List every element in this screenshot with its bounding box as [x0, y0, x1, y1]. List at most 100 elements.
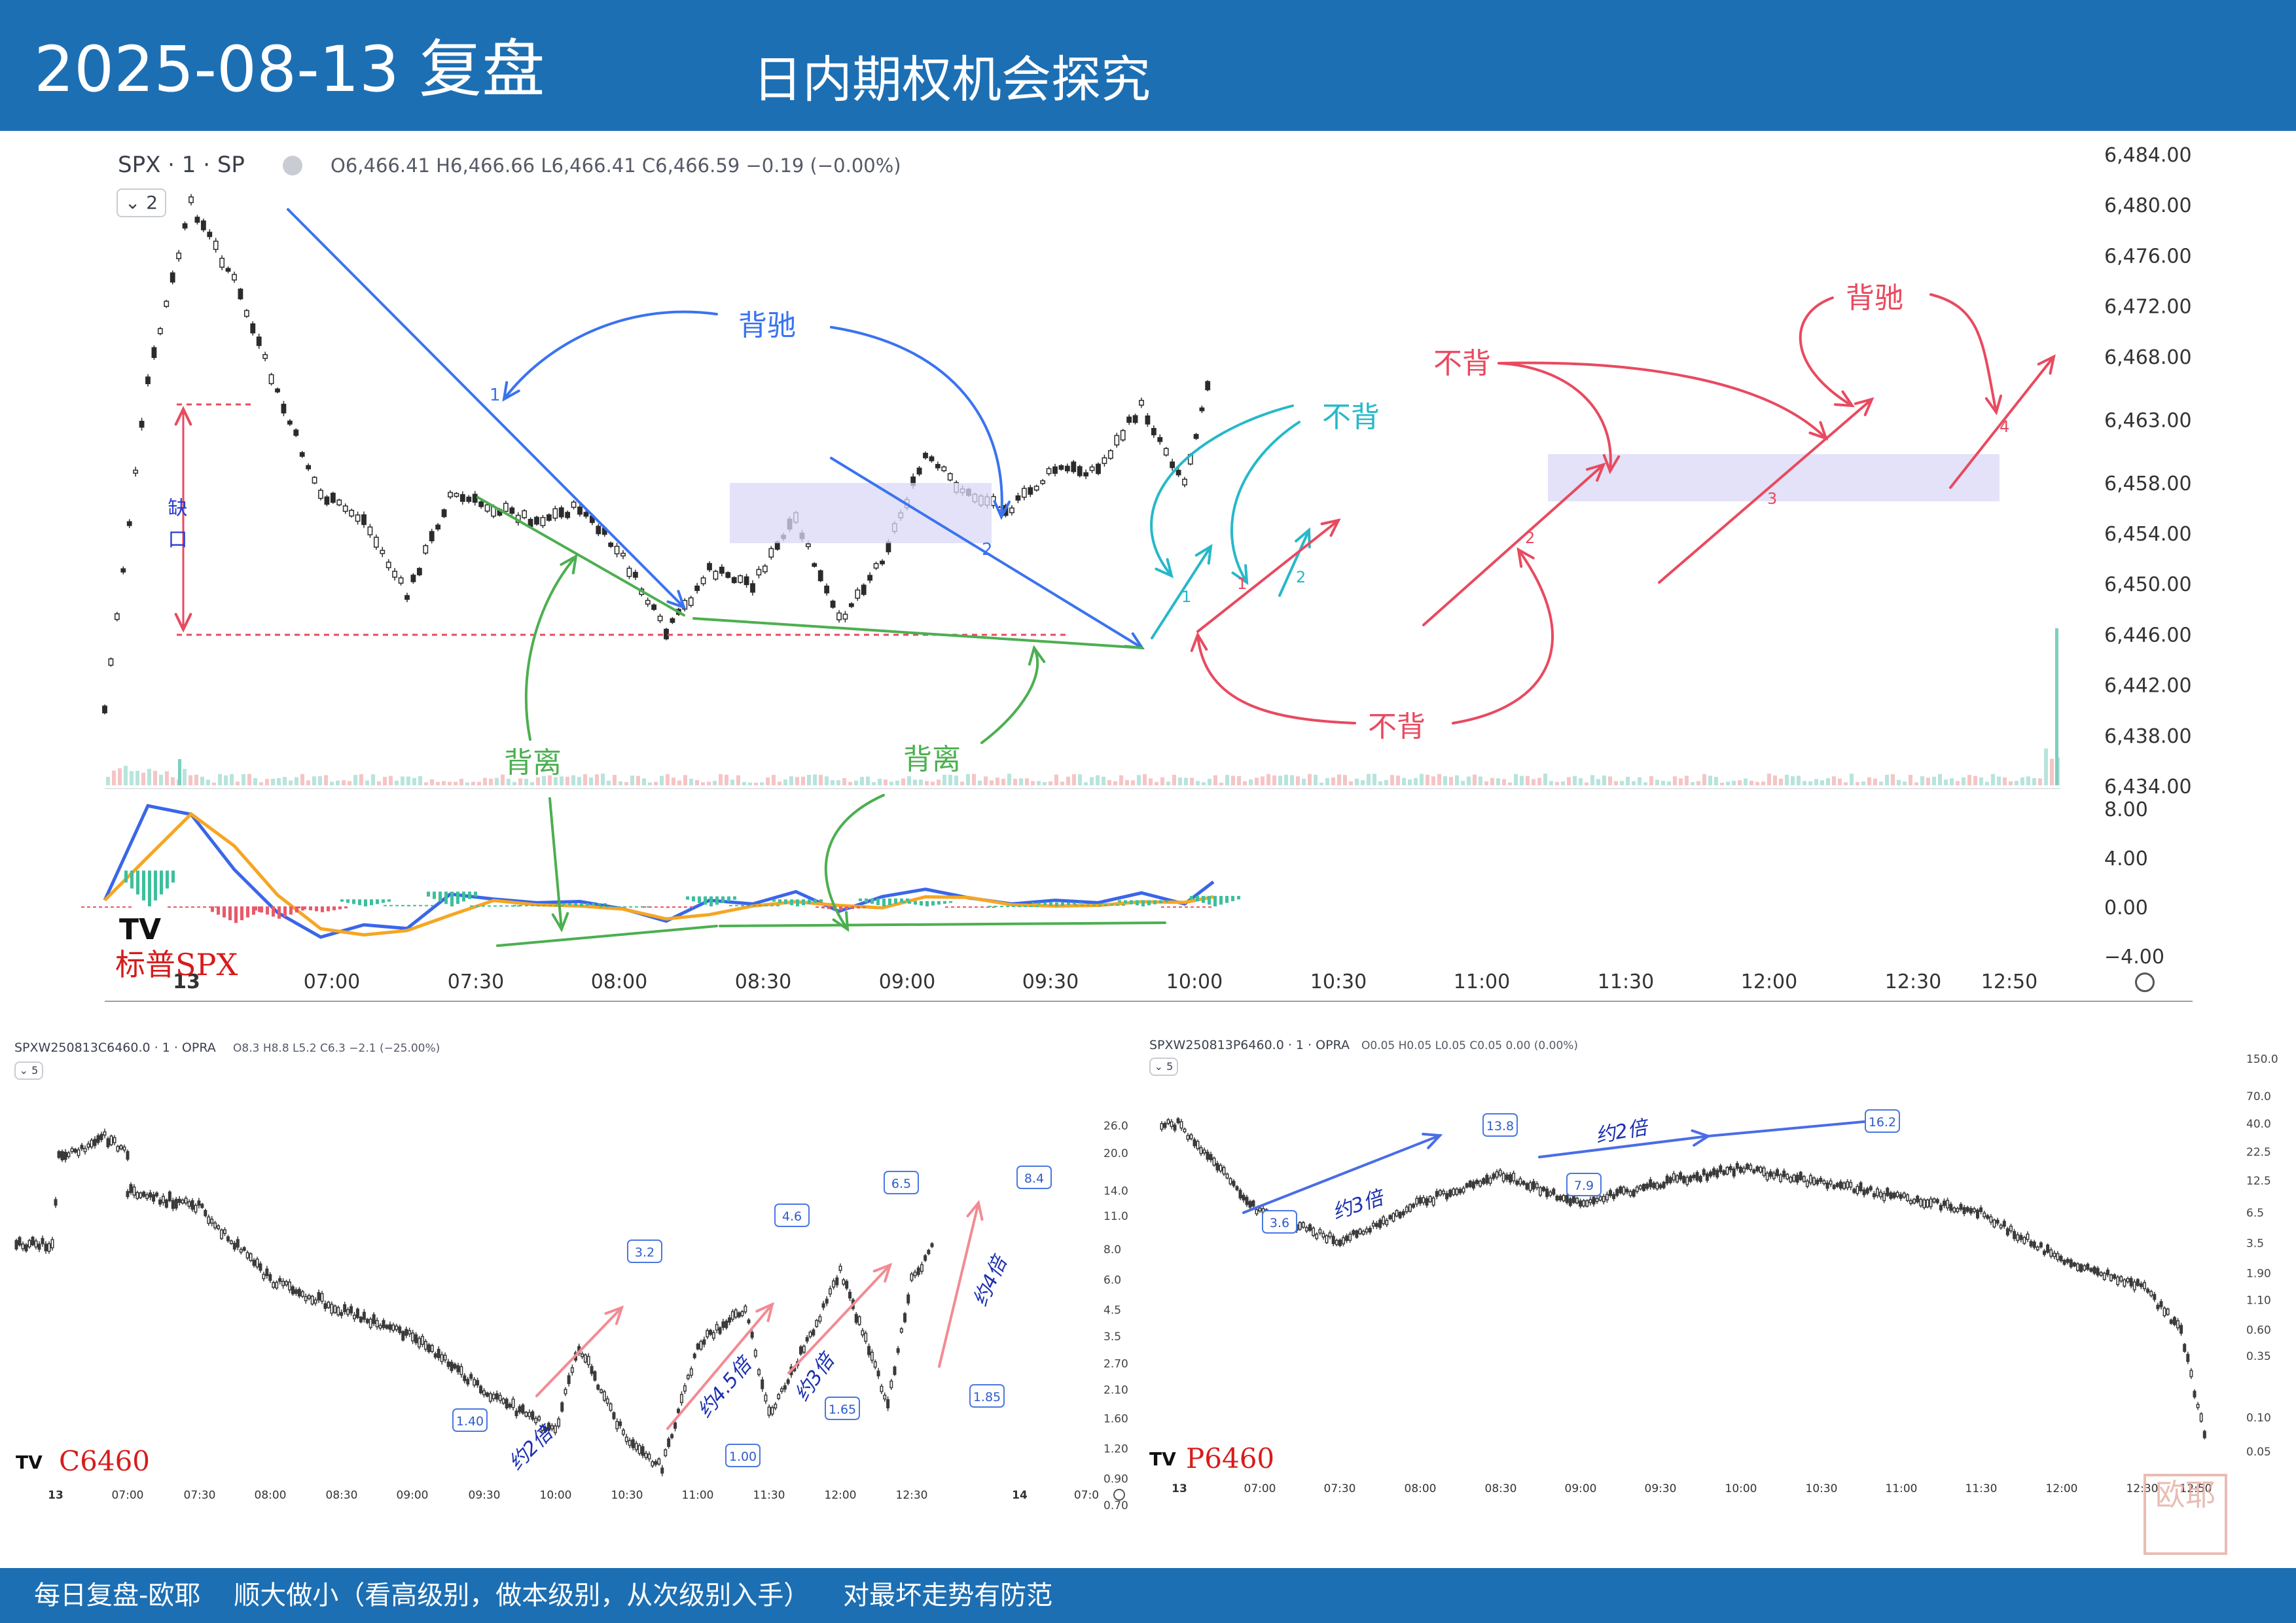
put-candle-body [1558, 1196, 1562, 1201]
call-candle-body [740, 1311, 744, 1317]
footer-text: 每日复盘-欧耶 顺大做小（看高级别，做本级别，从次级别入手） 对最坏走势有防范 [34, 1580, 1053, 1611]
spx-candle-body [459, 494, 465, 502]
call-move-arrow [666, 1303, 774, 1430]
call-candle-body [96, 1135, 100, 1143]
put-candle-body [2046, 1244, 2050, 1253]
put-candle-body [1738, 1166, 1742, 1173]
macd-hist-bar [931, 901, 935, 906]
put-price-tick: 150.0 [2246, 1053, 2278, 1066]
volume-bar [860, 777, 864, 785]
main-symbol[interactable]: SPX · 1 · SP [118, 152, 245, 178]
spx-candle-body [1096, 463, 1101, 474]
volume-bar [2009, 781, 2013, 785]
call-candle-body [711, 1332, 715, 1339]
volume-bar [106, 777, 110, 785]
call-price-tick: 4.5 [1103, 1304, 1121, 1317]
volume-bar [1549, 781, 1553, 785]
put-price-tick: 6.5 [2246, 1207, 2264, 1220]
macd-dea-line [103, 812, 1214, 937]
volume-bar [707, 781, 711, 785]
spx-candle-body [608, 543, 614, 547]
put-candle-body [1173, 1124, 1177, 1131]
volume-bar [1720, 782, 1724, 785]
put-price-tick: 3.5 [2246, 1238, 2264, 1251]
spx-candle-body [1163, 448, 1169, 456]
volume-bar [271, 779, 275, 785]
put-candle-body [2026, 1234, 2030, 1240]
call-candle-body [314, 1299, 317, 1304]
header-date: 2025-08-13 复盘 [34, 33, 545, 106]
put-candle-body [1916, 1196, 1920, 1203]
macd-hist-bar [1075, 904, 1078, 906]
bubei-cyan-label: 不背 [1322, 401, 1380, 434]
macd-hist-bar [217, 906, 220, 915]
volume-bar [1679, 778, 1683, 785]
green-line-price-2 [692, 617, 1143, 649]
volume-bar [1761, 781, 1765, 785]
call-symbol[interactable]: SPXW250813C6460.0 · 1 · OPRA [14, 1041, 216, 1055]
time-tick-label: 10:00 [1166, 971, 1223, 993]
call-candle-body [368, 1318, 372, 1329]
spx-candle-body [336, 499, 342, 506]
put-candle-body [1632, 1189, 1636, 1197]
put-price-tag-label: 16.2 [1869, 1115, 1896, 1130]
call-collapse-badge[interactable]: ⌄ 5 [14, 1061, 43, 1080]
put-candle-body [1956, 1207, 1960, 1213]
call-candle-body [505, 1399, 509, 1409]
macd-hist-bar [1012, 906, 1015, 908]
put-candle-body [1999, 1224, 2003, 1229]
macd-hist-bar [499, 905, 503, 907]
macd-hist-bar [254, 906, 257, 911]
call-candle-body [245, 1252, 249, 1258]
call-candle-body [492, 1394, 495, 1400]
put-candle-body [1225, 1173, 1229, 1179]
spx-candle-body [577, 507, 583, 515]
volume-bar [1426, 774, 1429, 785]
put-candle-body [1176, 1118, 1180, 1124]
spx-candle-body [256, 336, 262, 346]
call-candle-body [430, 1345, 434, 1352]
volume-bar [147, 768, 151, 785]
volume-bar [648, 782, 652, 785]
spx-candle-body [416, 567, 422, 576]
call-candle-body [815, 1319, 819, 1327]
put-candle-body [2062, 1260, 2066, 1265]
macd-hist-bar [888, 898, 891, 905]
volume-bar [247, 774, 251, 785]
put-symbol[interactable]: SPXW250813P6460.0 · 1 · OPRA [1149, 1038, 1350, 1052]
put-candle-body [1535, 1183, 1539, 1188]
put-candle-body [1719, 1165, 1723, 1173]
volume-bar [406, 776, 410, 785]
call-candle-body [139, 1192, 143, 1198]
put-candle-body [2193, 1391, 2197, 1398]
put-collapse-badge[interactable]: ⌄ 5 [1149, 1058, 1178, 1076]
main-collapse-badge[interactable]: ⌄ 2 [117, 188, 166, 217]
volume-bar [1832, 776, 1836, 785]
volume-bar [1867, 777, 1871, 785]
put-candle-body [2116, 1276, 2120, 1285]
volume-bar [589, 777, 593, 785]
volume-bar [1808, 781, 1812, 785]
call-candle-body [404, 1329, 408, 1336]
volume-bar [1243, 781, 1247, 785]
volume-bar [459, 779, 463, 785]
macd-hist-bar [586, 903, 589, 906]
call-candle-body [427, 1344, 431, 1353]
call-candle-body [362, 1311, 366, 1320]
spx-candle-body [373, 537, 379, 548]
volume-bar [660, 776, 664, 785]
volume-bar [1037, 781, 1041, 785]
spx-candle-body [1199, 407, 1205, 412]
call-candle-body [440, 1354, 444, 1363]
arrow-head [1586, 462, 1606, 482]
volume-bar [1484, 781, 1488, 785]
spx-candle-body [324, 496, 330, 505]
spx-candle-body [250, 323, 256, 334]
put-candle-body [1832, 1185, 1836, 1189]
call-candle-body [835, 1277, 839, 1285]
price-tick-label: 6,468.00 [2104, 346, 2192, 369]
put-candle-body [1679, 1172, 1683, 1180]
volume-bar [1755, 781, 1759, 785]
settings-icon[interactable] [2135, 972, 2155, 992]
put-candle-body [2126, 1277, 2130, 1283]
